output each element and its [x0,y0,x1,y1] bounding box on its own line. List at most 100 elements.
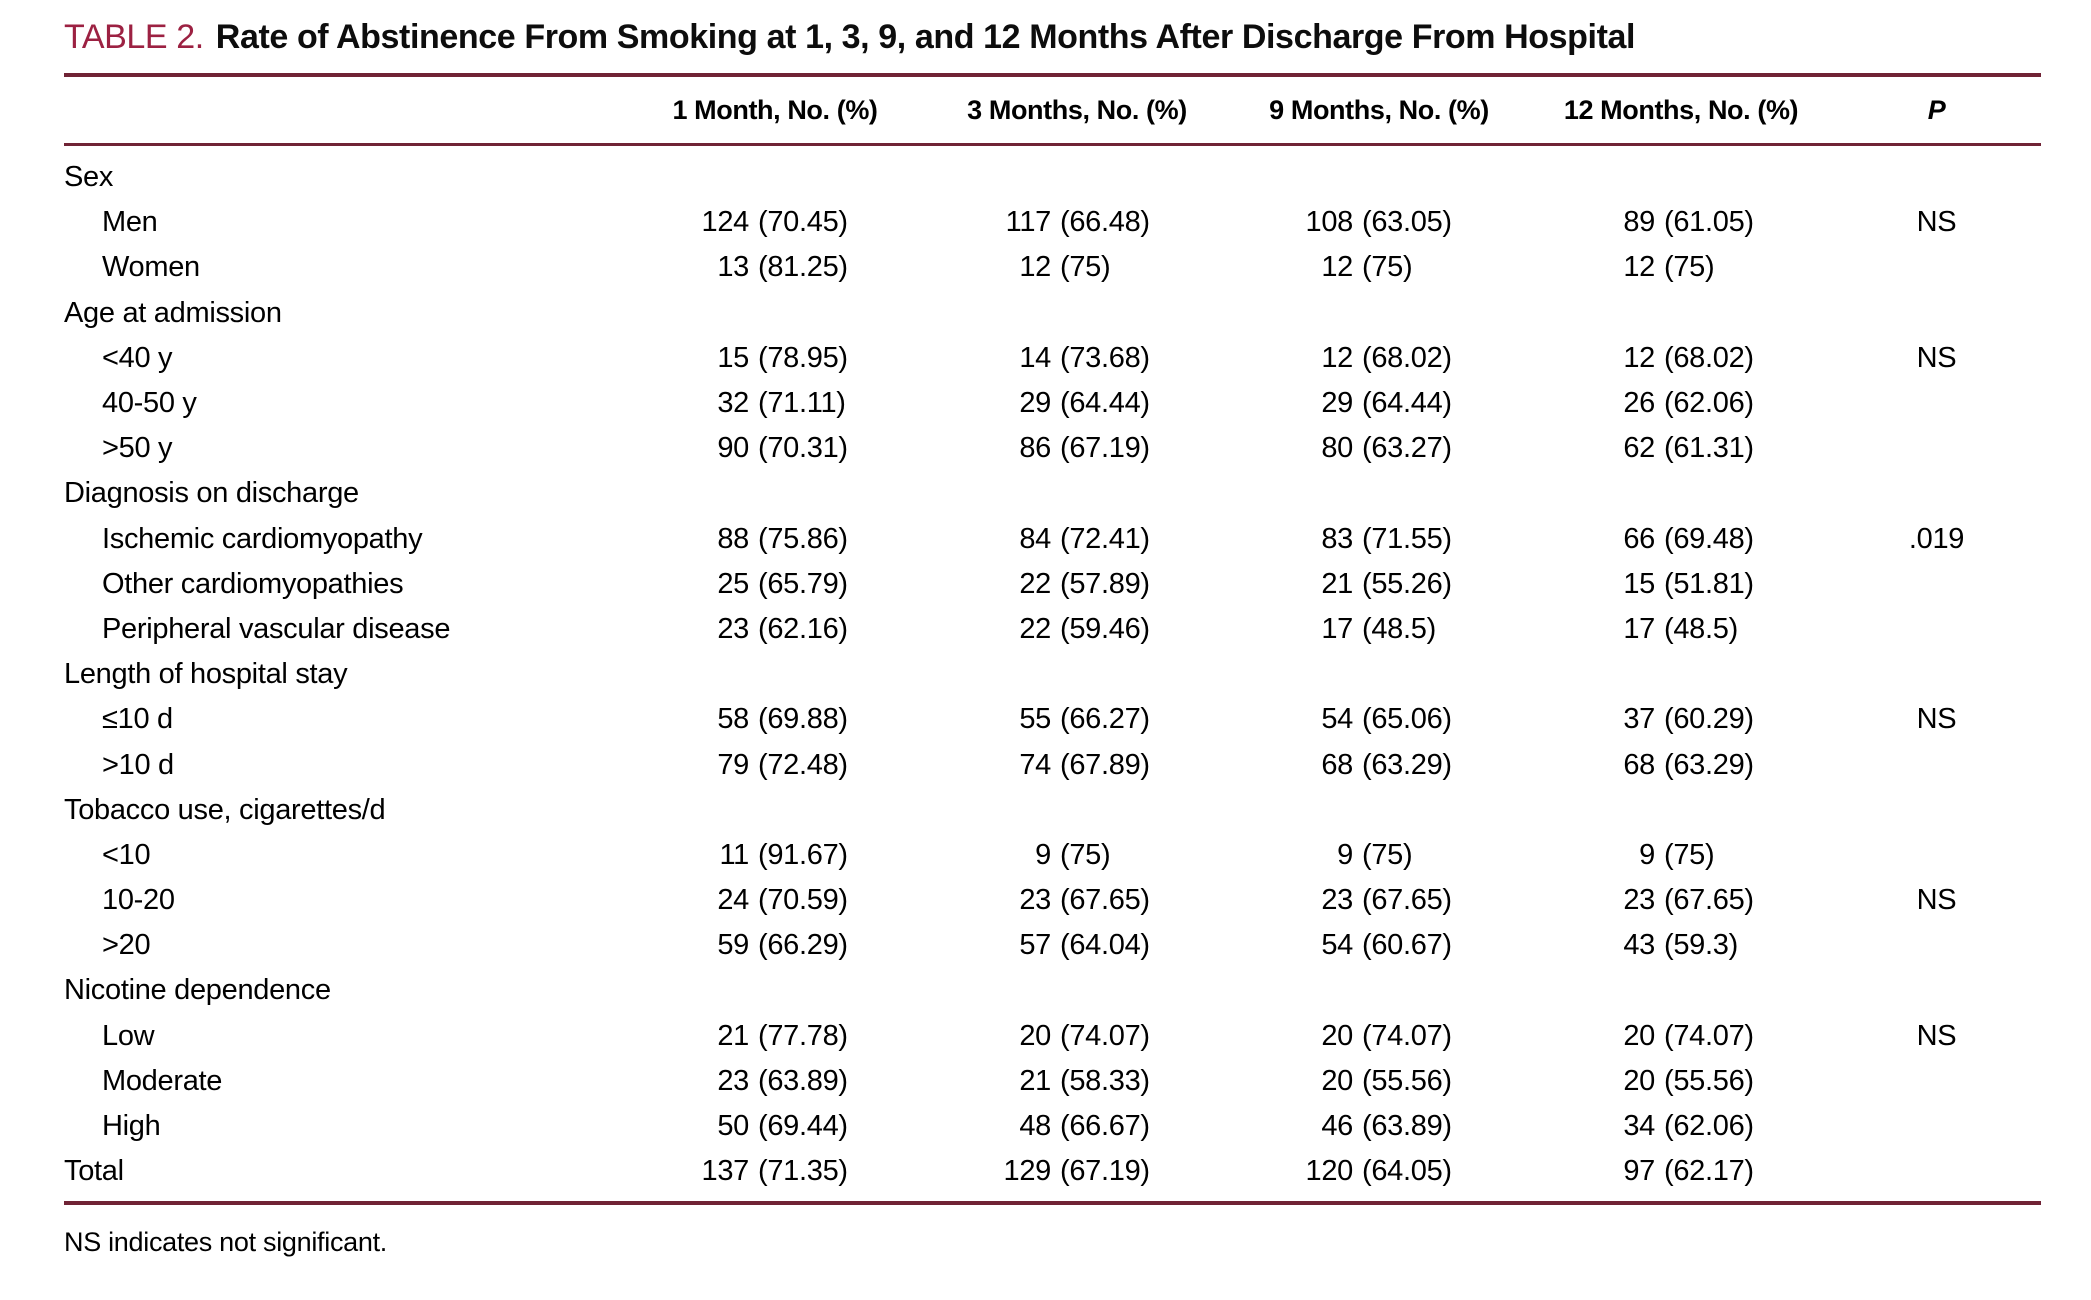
row-label: ≤10 d [102,703,173,736]
count-value: 20 [1321,1019,1353,1052]
percent-value: (71.55) [1362,522,1452,555]
cell-1-month: 50 (69.44) [624,1110,926,1143]
count-value: 43 [1623,929,1655,962]
count-value: 32 [717,387,749,420]
count-value: 9 [1337,838,1353,871]
percent-value: (69.48) [1664,522,1754,555]
table-header-row: 1 Month, No. (%) 3 Months, No. (%) 9 Mon… [64,77,2041,143]
percent-value: (48.5) [1362,612,1436,645]
count-value: 26 [1623,387,1655,420]
count-value: 22 [1019,567,1051,600]
cell-1-month: 32 (71.11) [624,387,926,420]
table-row: Total 137 (71.35) 129 (67.19) 120 (64.05) 97 (62… [64,1149,2041,1194]
cell-9-months: 21 (55.26) [1228,568,1530,601]
row-group-label: Diagnosis on discharge [64,477,359,510]
row-label: >50 y [102,432,173,465]
count-value: 21 [717,1019,749,1052]
table-group-row: Nicotine dependence [64,968,2041,1013]
cell-1-month: 124 (70.45) [624,206,926,239]
cell-1-month: 23 (63.89) [624,1065,926,1098]
row-group-label: Length of hospital stay [64,658,348,691]
table-row: <10 11 (91.67) 9 (75) 9 (75) 9 (75) [64,833,2041,878]
cell-3-months: 48 (66.67) [926,1110,1228,1143]
count-value: 129 [1003,1155,1052,1188]
count-value: 23 [717,612,749,645]
percent-value: (72.41) [1060,522,1150,555]
count-value: 12 [1623,251,1655,284]
row-group-label: Tobacco use, cigarettes/d [64,793,386,826]
cell-p-value: NS [1916,206,1957,239]
percent-value: (67.65) [1664,884,1754,917]
percent-value: (51.81) [1664,567,1754,600]
row-label: >20 [102,929,151,962]
col-header-3-months: 3 Months, No. (%) [967,94,1187,125]
table-row: ≤10 d 58 (69.88) 55 (66.27) 54 (65.06) 37 (60.29… [64,697,2041,742]
percent-value: (73.68) [1060,341,1150,374]
count-value: 17 [1321,612,1353,645]
count-value: 89 [1623,206,1655,239]
table-body: Sex Men 124 (70.45) 117 (66.48) 108 (63.05) 89 (6… [64,146,2041,1201]
count-value: 117 [1005,206,1052,239]
percent-value: (64.05) [1362,1155,1452,1188]
count-value: 108 [1305,206,1354,239]
cell-3-months: 23 (67.65) [926,884,1228,917]
cell-1-month: 88 (75.86) [624,523,926,556]
cell-12-months: 12 (68.02) [1530,342,1832,375]
row-label: Low [102,1019,155,1052]
table-group-row: Diagnosis on discharge [64,471,2041,516]
cell-1-month: 90 (70.31) [624,432,926,465]
cell-12-months: 43 (59.3) [1530,929,1832,962]
cell-9-months: 80 (63.27) [1228,432,1530,465]
percent-value: (69.88) [758,703,848,736]
table-row: High 50 (69.44) 48 (66.67) 46 (63.89) 34 (62.06) [64,1104,2041,1149]
percent-value: (81.25) [758,251,848,284]
percent-value: (75) [1060,838,1111,871]
percent-value: (63.05) [1362,206,1452,239]
cell-1-month: 58 (69.88) [624,703,926,736]
percent-value: (63.27) [1362,432,1452,465]
percent-value: (66.29) [758,929,848,962]
count-value: 137 [701,1155,750,1188]
row-group-label: Sex [64,161,114,194]
cell-p-value: .019 [1908,522,1965,555]
table-row: >50 y 90 (70.31) 86 (67.19) 80 (63.27) 62 (61.31… [64,426,2041,471]
percent-value: (48.5) [1664,612,1738,645]
col-header-p-value: P [1927,94,1946,125]
percent-value: (67.65) [1060,884,1150,917]
row-label: <10 [102,838,151,871]
table-row: Ischemic cardiomyopathy 88 (75.86) 84 (72.41… [64,517,2041,562]
table-row: Low 21 (77.78) 20 (74.07) 20 (74.07) 20 (74.07) N… [64,1014,2041,1059]
count-value: 12 [1019,251,1051,284]
percent-value: (64.44) [1060,387,1150,420]
cell-12-months: 15 (51.81) [1530,568,1832,601]
row-label: Other cardiomyopathies [102,567,404,600]
count-value: 120 [1305,1155,1354,1188]
count-value: 66 [1623,522,1655,555]
percent-value: (55.56) [1664,1064,1754,1097]
percent-value: (65.06) [1362,703,1452,736]
cell-3-months: 86 (67.19) [926,432,1228,465]
count-value: 12 [1623,341,1655,374]
cell-9-months: 29 (64.44) [1228,387,1530,420]
cell-3-months: 22 (59.46) [926,613,1228,646]
cell-12-months: 89 (61.05) [1530,206,1832,239]
percent-value: (68.02) [1664,341,1754,374]
cell-12-months: 9 (75) [1530,839,1832,872]
count-value: 59 [717,929,749,962]
table-row: Peripheral vascular disease 23 (62.16) 22 (5… [64,607,2041,652]
count-value: 15 [1623,567,1655,600]
count-value: 20 [1019,1019,1051,1052]
cell-3-months: 9 (75) [926,839,1228,872]
cell-9-months: 83 (71.55) [1228,523,1530,556]
cell-3-months: 55 (66.27) [926,703,1228,736]
percent-value: (69.44) [758,1110,848,1143]
cell-1-month: 21 (77.78) [624,1020,926,1053]
cell-12-months: 37 (60.29) [1530,703,1832,736]
row-label: Ischemic cardiomyopathy [102,522,423,555]
cell-12-months: 20 (74.07) [1530,1020,1832,1053]
count-value: 13 [717,251,749,284]
cell-3-months: 22 (57.89) [926,568,1228,601]
cell-12-months: 34 (62.06) [1530,1110,1832,1143]
cell-3-months: 29 (64.44) [926,387,1228,420]
cell-1-month: 13 (81.25) [624,251,926,284]
